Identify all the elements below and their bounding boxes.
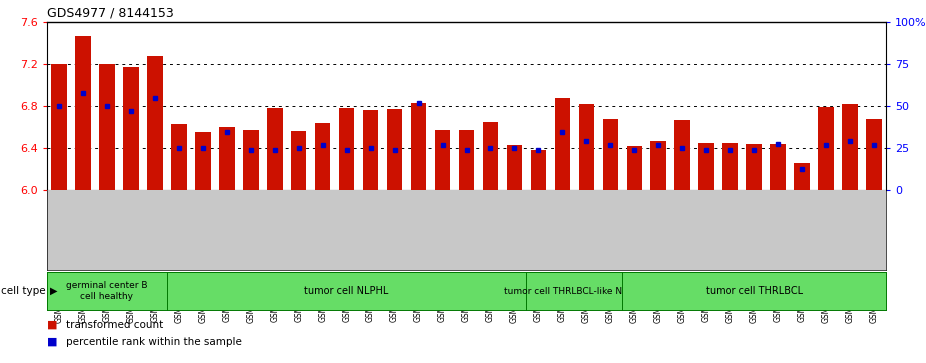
Bar xyxy=(195,132,210,190)
Bar xyxy=(363,110,379,190)
Bar xyxy=(147,56,163,190)
Bar xyxy=(603,119,619,190)
Bar xyxy=(866,119,882,190)
Bar xyxy=(507,145,522,190)
Bar xyxy=(99,64,115,190)
Bar xyxy=(531,150,546,190)
Text: GDS4977 / 8144153: GDS4977 / 8144153 xyxy=(47,7,174,20)
Bar xyxy=(267,108,282,190)
Bar xyxy=(579,104,594,190)
Bar xyxy=(482,122,498,190)
Bar xyxy=(843,104,857,190)
Bar xyxy=(243,130,258,190)
Bar xyxy=(75,36,91,190)
Text: tumor cell THRLBCL-like NLPHL: tumor cell THRLBCL-like NLPHL xyxy=(505,286,644,295)
Bar xyxy=(746,144,762,190)
Bar xyxy=(339,108,355,190)
Text: cell type: cell type xyxy=(1,286,45,296)
Bar xyxy=(171,124,187,190)
Text: germinal center B
cell healthy: germinal center B cell healthy xyxy=(66,281,147,301)
Bar xyxy=(51,64,67,190)
Bar xyxy=(458,130,474,190)
Text: ■: ■ xyxy=(47,320,57,330)
Bar xyxy=(819,107,833,190)
Text: tumor cell NLPHL: tumor cell NLPHL xyxy=(305,286,389,296)
Text: percentile rank within the sample: percentile rank within the sample xyxy=(66,337,242,347)
Bar xyxy=(411,103,426,190)
Bar xyxy=(698,143,714,190)
Bar xyxy=(219,127,234,190)
Bar xyxy=(722,143,738,190)
Bar xyxy=(674,120,690,190)
Bar xyxy=(315,123,331,190)
Bar xyxy=(627,146,642,190)
Bar xyxy=(555,98,570,190)
Text: transformed count: transformed count xyxy=(66,320,163,330)
Bar xyxy=(434,130,450,190)
Text: ▶: ▶ xyxy=(50,286,57,296)
Text: tumor cell THRLBCL: tumor cell THRLBCL xyxy=(706,286,803,296)
Bar xyxy=(650,140,666,190)
Bar xyxy=(387,109,403,190)
Text: ■: ■ xyxy=(47,337,57,347)
Bar xyxy=(291,131,307,190)
Bar xyxy=(795,163,810,190)
Bar xyxy=(770,144,786,190)
Bar xyxy=(123,67,139,190)
